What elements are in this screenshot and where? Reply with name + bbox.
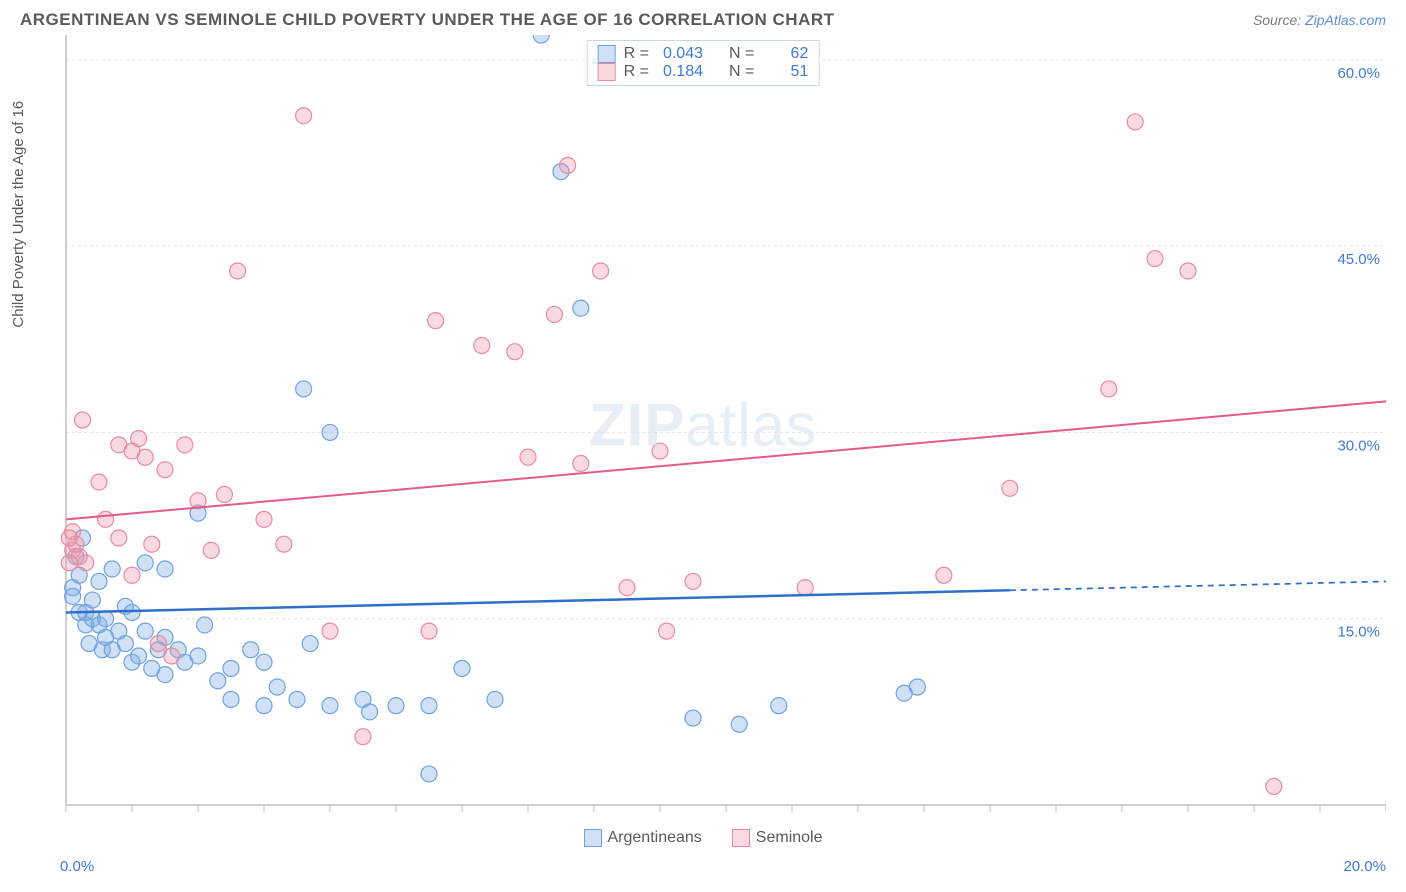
chart-container: Child Poverty Under the Age of 16 ZIPatl… xyxy=(20,35,1386,847)
legend-label-seminole: Seminole xyxy=(756,829,823,847)
source-credit: Source: ZipAtlas.com xyxy=(1253,12,1386,28)
x-tick-label-max: 20.0% xyxy=(1343,858,1386,875)
chart-title: ARGENTINEAN VS SEMINOLE CHILD POVERTY UN… xyxy=(20,10,835,30)
legend-item-argentineans: Argentineans xyxy=(584,829,702,847)
stat-n-value-0: 62 xyxy=(762,45,808,63)
source-link[interactable]: ZipAtlas.com xyxy=(1305,12,1386,28)
legend-swatch-argentineans xyxy=(584,829,602,847)
swatch-seminole xyxy=(598,63,616,81)
y-axis-label: Child Poverty Under the Age of 16 xyxy=(10,101,27,328)
swatch-argentineans xyxy=(598,45,616,63)
legend-item-seminole: Seminole xyxy=(732,829,823,847)
svg-text:15.0%: 15.0% xyxy=(1337,624,1380,641)
scatter-chart: 15.0% 30.0% 45.0% 60.0% xyxy=(20,35,1386,825)
stat-n-label: N = xyxy=(729,63,754,81)
series-legend: Argentineans Seminole xyxy=(20,829,1386,847)
legend-swatch-seminole xyxy=(732,829,750,847)
stats-row-seminole: R = 0.184 N = 51 xyxy=(598,63,809,81)
x-tick-label-min: 0.0% xyxy=(60,858,94,875)
stats-row-argentineans: R = 0.043 N = 62 xyxy=(598,45,809,63)
stat-n-value-1: 51 xyxy=(762,63,808,81)
source-prefix: Source: xyxy=(1253,12,1305,28)
svg-text:60.0%: 60.0% xyxy=(1337,65,1380,82)
stat-n-label: N = xyxy=(729,45,754,63)
legend-label-argentineans: Argentineans xyxy=(608,829,702,847)
stat-r-label: R = xyxy=(624,63,649,81)
svg-text:30.0%: 30.0% xyxy=(1337,437,1380,454)
stat-r-value-0: 0.043 xyxy=(657,45,703,63)
svg-text:45.0%: 45.0% xyxy=(1337,251,1380,268)
stat-r-value-1: 0.184 xyxy=(657,63,703,81)
stats-legend-box: R = 0.043 N = 62 R = 0.184 N = 51 xyxy=(587,40,820,86)
stat-r-label: R = xyxy=(624,45,649,63)
